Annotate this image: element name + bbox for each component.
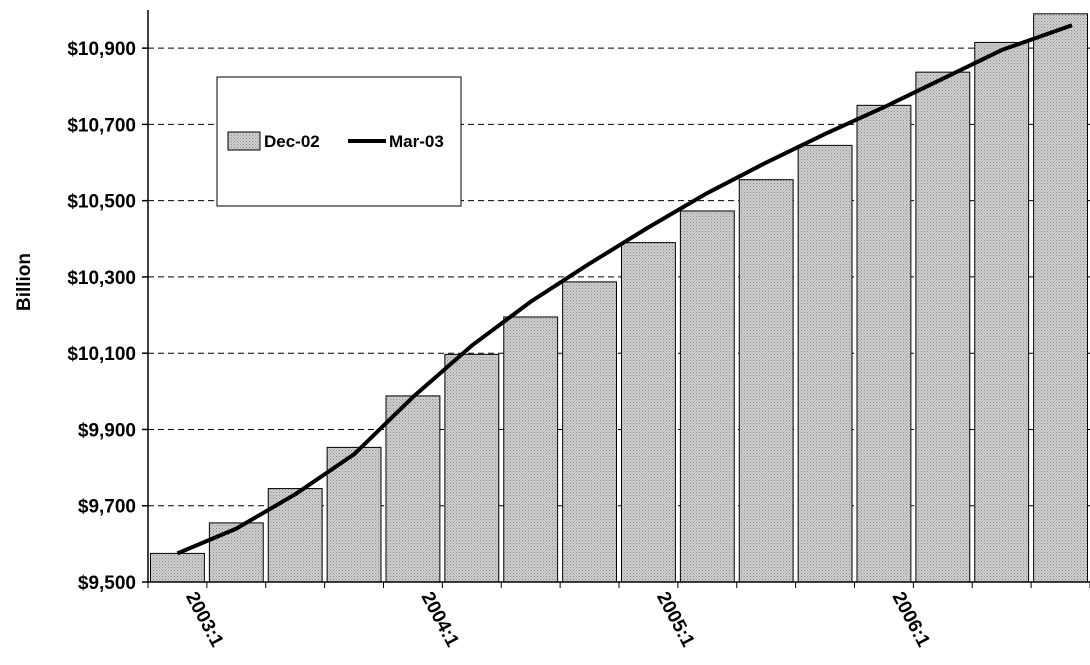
legend-swatch-dec-02	[227, 131, 261, 151]
y-tick-label: $9,900	[78, 420, 136, 441]
legend-label-dec-02: Dec-02	[264, 132, 320, 151]
axes	[142, 10, 1090, 588]
bar	[562, 281, 617, 583]
line-series	[176, 23, 1073, 556]
bar	[679, 210, 735, 583]
bar	[267, 488, 323, 583]
y-tick-label: $10,500	[67, 192, 136, 213]
y-tick-label: $10,100	[67, 344, 136, 365]
bar	[621, 242, 676, 583]
bar	[915, 71, 971, 583]
y-tick-labels: $9,500 $9,700 $9,900 $10,100 $10,300 $10,500 $…	[67, 39, 136, 594]
bar	[150, 552, 205, 583]
legend-label-mar-03: Mar-03	[389, 132, 444, 151]
x-tick-labels: 2003:1 2004:1 2005:1 2006:1	[181, 588, 934, 650]
bar	[385, 395, 441, 583]
bar	[1033, 13, 1088, 583]
bar	[738, 179, 794, 583]
y-tick-label: $9,700	[78, 497, 136, 518]
x-tick-label: 2004:1	[417, 588, 464, 650]
bar	[856, 104, 912, 583]
bar-series	[150, 13, 1088, 583]
x-tick-label: 2005:1	[652, 588, 699, 650]
y-tick-label: $10,900	[67, 39, 136, 60]
y-tick-label: $10,700	[67, 115, 136, 136]
y-axis-title: Billion	[14, 253, 35, 311]
series-line-mar-03	[176, 23, 1073, 556]
bar	[444, 353, 500, 583]
y-tick-label: $10,300	[67, 268, 136, 289]
bar	[974, 41, 1030, 583]
y-tick-label: $9,500	[78, 573, 136, 594]
bar	[503, 316, 559, 583]
bar	[208, 522, 264, 583]
x-tick-label: 2003:1	[181, 588, 228, 650]
legend: Dec-02 Mar-03	[216, 76, 462, 207]
x-tick-label: 2006:1	[888, 588, 935, 650]
bar	[797, 144, 853, 583]
